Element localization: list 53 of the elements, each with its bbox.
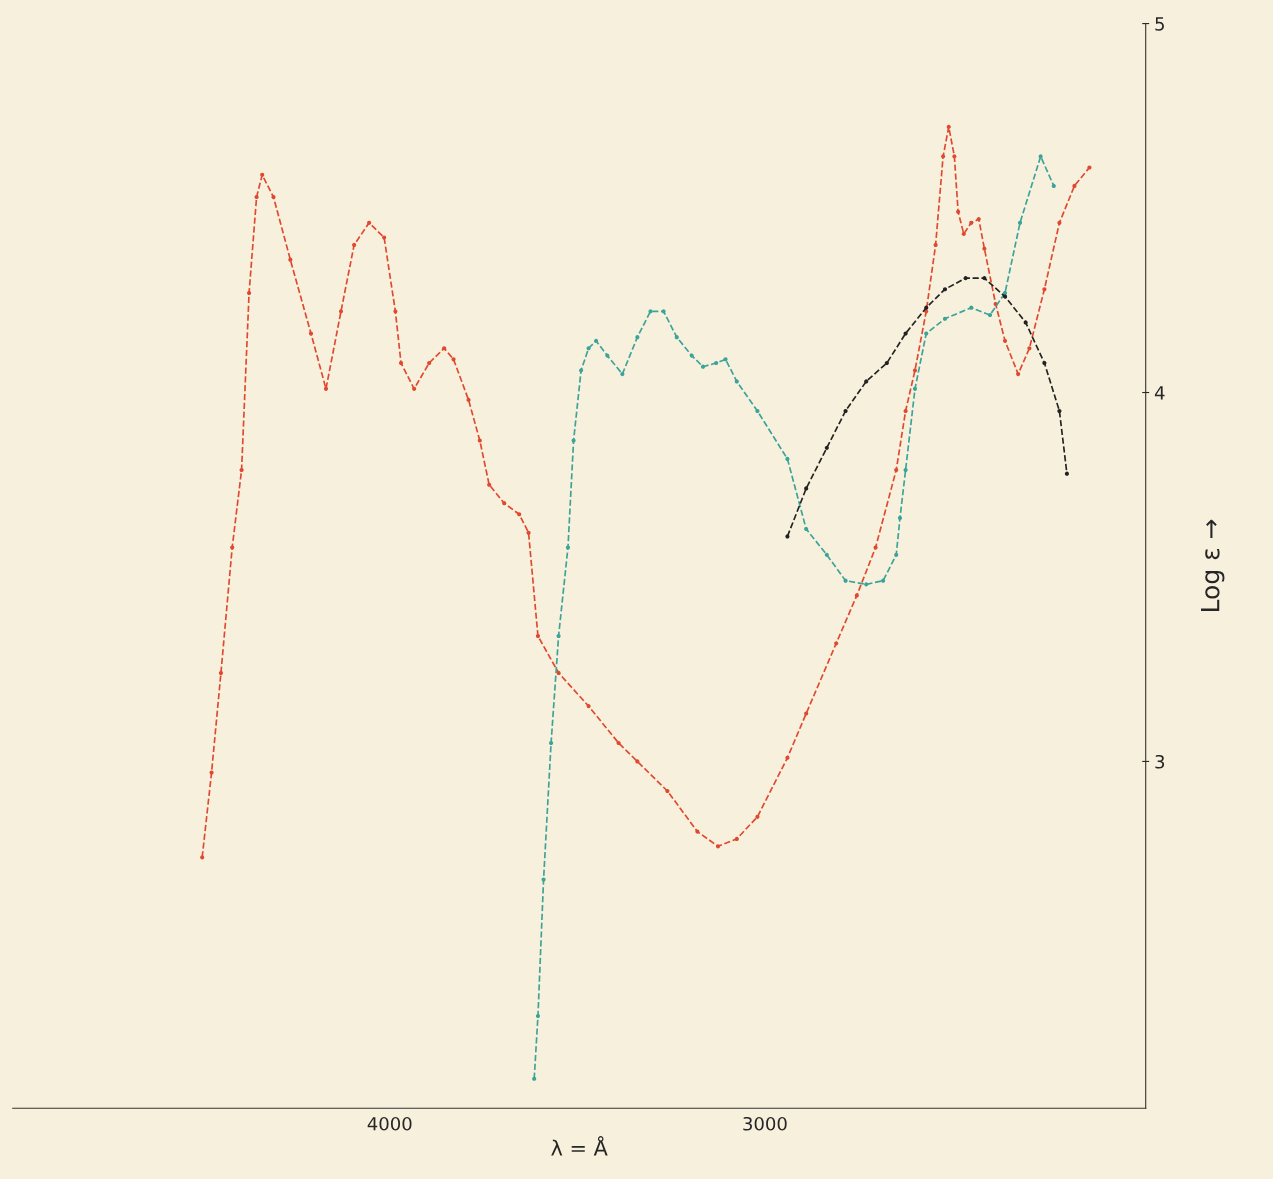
- point: [903, 467, 908, 473]
- y-axis-title: Log ε →: [1201, 519, 1225, 611]
- point: [689, 353, 694, 358]
- point: [1002, 294, 1008, 299]
- point: [734, 379, 739, 384]
- point: [824, 445, 829, 450]
- point: [579, 368, 584, 373]
- x-axis-title: λ = Å: [551, 1136, 608, 1156]
- y-tick-label: 4: [1154, 386, 1165, 400]
- point: [1064, 471, 1069, 476]
- point: [843, 408, 848, 414]
- point: [661, 309, 666, 314]
- point: [535, 1013, 541, 1019]
- point: [674, 335, 679, 340]
- point: [714, 360, 719, 366]
- point: [700, 364, 706, 369]
- point: [824, 552, 829, 557]
- point: [565, 545, 571, 550]
- point: [1042, 360, 1047, 366]
- point: [586, 346, 591, 351]
- point: [594, 338, 599, 343]
- point: [982, 276, 987, 281]
- x-tick-label: 3000: [743, 1116, 787, 1131]
- point: [785, 456, 790, 462]
- point: [1002, 290, 1008, 295]
- point: [532, 1076, 537, 1081]
- point: [864, 582, 869, 587]
- point: [942, 316, 948, 321]
- point: [864, 379, 869, 384]
- point: [884, 360, 889, 366]
- point: [541, 877, 546, 882]
- point: [912, 386, 918, 391]
- point: [894, 552, 899, 557]
- y-tick-label: 3: [1155, 754, 1165, 769]
- point: [605, 353, 610, 358]
- point: [897, 515, 903, 521]
- x-tick-label: 4000: [367, 1116, 412, 1131]
- point: [1051, 183, 1056, 188]
- point: [924, 305, 929, 310]
- point: [804, 526, 809, 532]
- point: [969, 305, 974, 310]
- point: [924, 331, 929, 336]
- point: [963, 276, 968, 281]
- y-tick-label: 5: [1155, 17, 1164, 31]
- point: [1057, 408, 1062, 414]
- point: [755, 408, 760, 414]
- point: [804, 486, 809, 491]
- point: [881, 578, 886, 583]
- point: [556, 633, 561, 639]
- point: [635, 335, 640, 340]
- point: [620, 371, 625, 377]
- point: [942, 287, 948, 292]
- point: [1017, 220, 1023, 225]
